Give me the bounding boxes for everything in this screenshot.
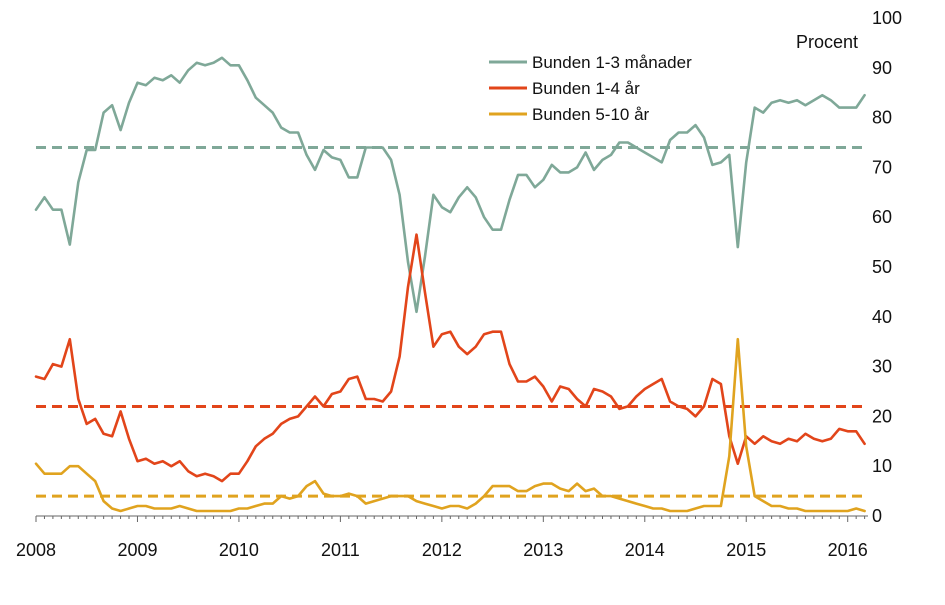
y-tick-label: 40 [872,307,892,327]
y-tick-label: 50 [872,257,892,277]
x-tick-label: 2010 [219,540,259,560]
y-tick-label: 60 [872,207,892,227]
series-line [34,337,866,513]
y-tick-label: 20 [872,406,892,426]
x-tick-label: 2008 [16,540,56,560]
y-tick-label: 80 [872,108,892,128]
x-axis: 2008 2009 2010 2011 2012 2013 2014 2015 2016 [16,515,868,560]
y-tick-label: 10 [872,456,892,476]
y-unit-label: Procent [796,32,858,52]
y-tick-label: 70 [872,157,892,177]
plot-area [34,56,868,513]
series-line [34,233,866,483]
y-tick-label: 100 [872,8,902,28]
x-tick-label: 2014 [625,540,665,560]
y-axis: Procent 0 10 20 30 40 50 60 70 80 90 100 [796,8,902,526]
series-line [34,56,866,314]
x-tick-label: 2015 [726,540,766,560]
y-tick-label: 30 [872,357,892,377]
x-tick-label: 2011 [321,540,360,560]
y-tick-label: 0 [872,506,882,526]
x-tick-label: 2013 [523,540,563,560]
legend-label: Bunden 1-3 månader [532,53,692,72]
legend-label: Bunden 5-10 år [532,105,650,124]
legend-label: Bunden 1-4 år [532,79,640,98]
y-tick-label: 90 [872,58,892,78]
x-tick-label: 2012 [422,540,462,560]
x-tick-label: 2009 [117,540,157,560]
x-tick-label: 2016 [828,540,868,560]
legend: Bunden 1-3 månader Bunden 1-4 år Bunden 5-… [489,53,692,124]
